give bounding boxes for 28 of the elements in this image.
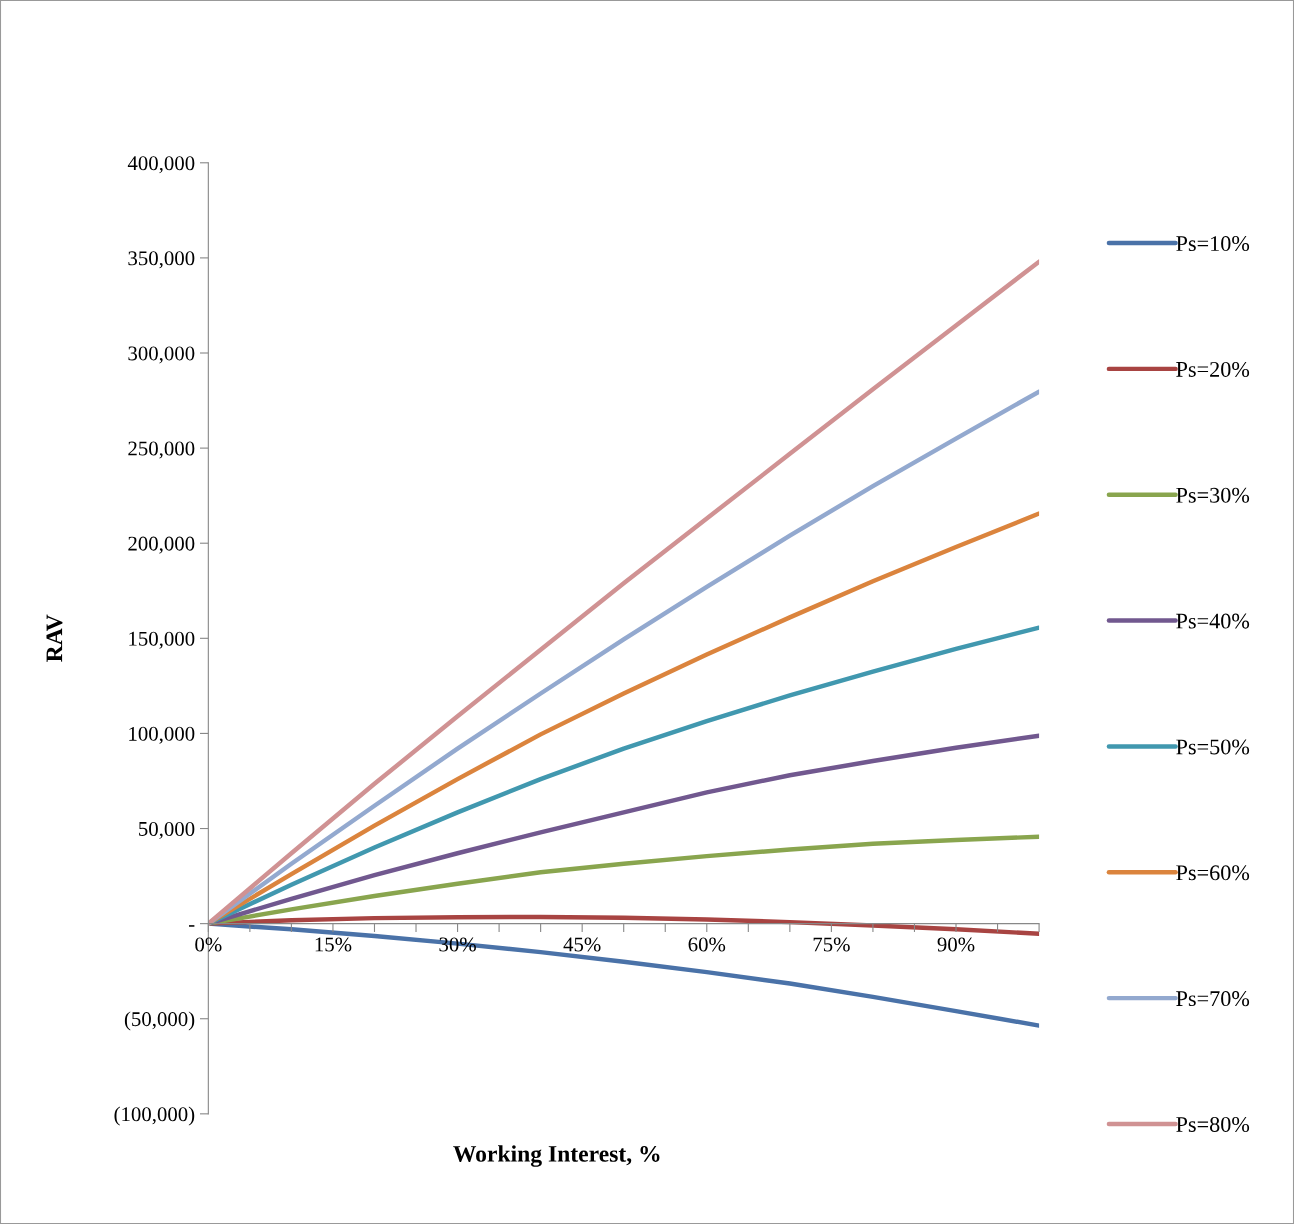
y-tick-label: 200,000 <box>128 536 195 554</box>
x-tick-label: 15% <box>315 937 352 952</box>
legend-label: Ps=40% <box>1176 613 1250 629</box>
y-tick-label: 250,000 <box>128 441 195 459</box>
x-tick-label: 0% <box>195 937 222 952</box>
y-tick-label: (100,000) <box>114 1106 195 1126</box>
y-tick-label: - <box>188 925 195 927</box>
legend-label: Ps=70% <box>1176 991 1250 1007</box>
y-tick-label: (50,000) <box>124 1011 195 1031</box>
legend-label: Ps=20% <box>1176 361 1250 377</box>
y-tick-label: 50,000 <box>139 821 195 839</box>
legend-label: Ps=80% <box>1176 1116 1250 1133</box>
y-axis-title: RAV <box>46 614 63 662</box>
x-tick-label: 75% <box>813 937 850 952</box>
x-axis-title: Working Interest, % <box>453 1145 660 1167</box>
legend-label: Ps=60% <box>1176 865 1250 881</box>
y-tick-label: 400,000 <box>127 156 195 174</box>
legend-label: Ps=30% <box>1176 487 1250 503</box>
y-tick-label: 100,000 <box>129 726 195 744</box>
legend-label: Ps=50% <box>1176 739 1250 755</box>
x-tick-label: 45% <box>563 937 601 952</box>
x-tick-label: 30% <box>439 937 476 952</box>
x-tick-label: 90% <box>937 937 975 952</box>
y-tick-label: 350,000 <box>128 251 195 269</box>
legend-label: Ps=10% <box>1176 236 1250 252</box>
x-tick-label: 60% <box>688 937 726 952</box>
y-tick-label: 150,000 <box>129 631 195 649</box>
y-tick-label: 300,000 <box>128 346 195 364</box>
